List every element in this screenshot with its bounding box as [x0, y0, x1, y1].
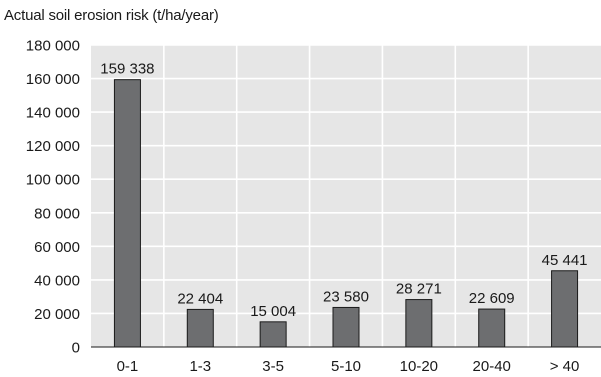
- bar: [478, 308, 506, 348]
- bar-value-label: 22 404: [177, 290, 223, 307]
- bar: [113, 79, 141, 348]
- chart-title: Actual soil erosion risk (t/ha/year): [4, 7, 219, 24]
- y-tick-label: 100 000: [26, 172, 80, 189]
- bar: [186, 308, 214, 348]
- x-tick-label: > 40: [550, 358, 580, 375]
- y-tick-label: 80 000: [34, 205, 80, 222]
- bar: [405, 299, 433, 348]
- bar: [259, 321, 287, 348]
- y-tick-label: 0: [72, 340, 80, 357]
- y-axis-ticks: 0 20 000 40 000 60 000 80 000 100 000 120 000 1…: [26, 38, 80, 357]
- y-tick-label: 20 000: [34, 306, 80, 323]
- x-tick-label: 3-5: [262, 358, 284, 375]
- y-tick-label: 160 000: [26, 71, 80, 88]
- x-tick-label: 5-10: [331, 358, 361, 375]
- bar-value-label: 45 441: [542, 252, 588, 269]
- plot-background: [91, 45, 601, 347]
- x-tick-label: 20-40: [473, 358, 511, 375]
- x-axis-ticks: 0-1 1-3 3-5 5-10 10-20 20-40 > 40: [117, 358, 580, 375]
- bar-value-label: 159 338: [100, 61, 154, 78]
- y-tick-label: 120 000: [26, 138, 80, 155]
- y-tick-label: 60 000: [34, 239, 80, 256]
- y-tick-label: 40 000: [34, 272, 80, 289]
- bar-value-label: 22 609: [469, 290, 515, 307]
- bar-value-label: 15 004: [250, 303, 296, 320]
- x-tick-label: 0-1: [117, 358, 139, 375]
- bar-value-label: 23 580: [323, 288, 369, 305]
- bars: [113, 79, 579, 348]
- bar: [332, 306, 360, 348]
- bar-value-label: 28 271: [396, 281, 442, 298]
- x-tick-label: 1-3: [189, 358, 211, 375]
- y-tick-label: 180 000: [26, 38, 80, 55]
- bar: [551, 270, 579, 348]
- x-tick-label: 10-20: [400, 358, 438, 375]
- value-labels: 159 338 22 404 15 004 23 580 28 271 22 609 45 …: [100, 61, 587, 320]
- y-tick-label: 140 000: [26, 105, 80, 122]
